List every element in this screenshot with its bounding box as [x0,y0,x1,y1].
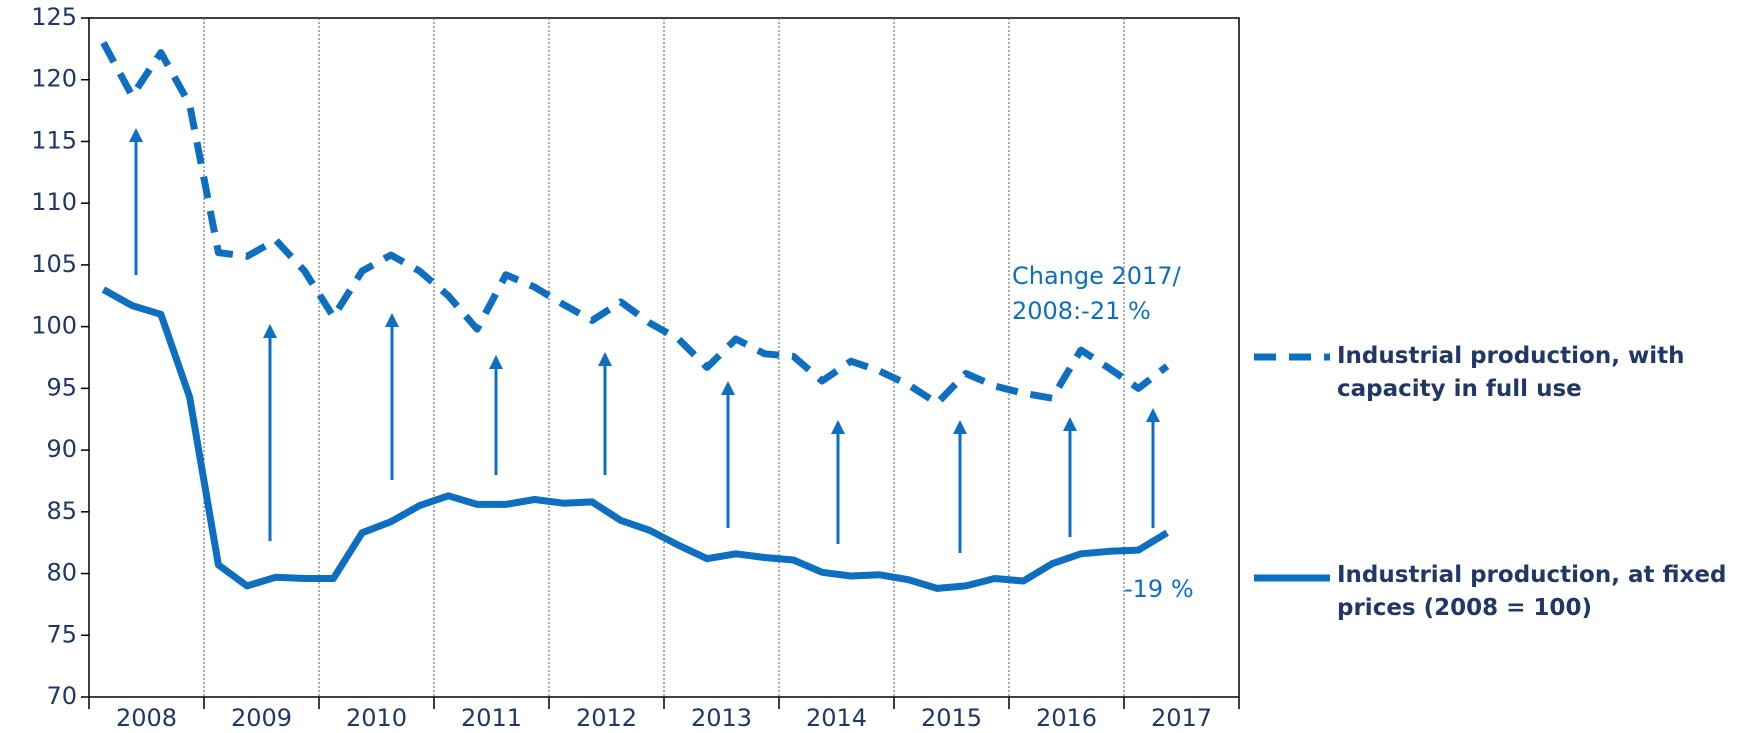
arrow-head [489,355,503,369]
annotation: Change 2017/ [1012,262,1182,290]
y-tick-label: 105 [31,250,77,278]
y-tick-label: 110 [31,188,77,216]
x-tick-label: 2017 [1151,704,1212,732]
x-tick-label: 2008 [116,704,177,732]
y-tick-label: 120 [31,65,77,93]
y-tick-label: 85 [46,497,77,525]
y-tick-label: 75 [46,620,77,648]
x-tick-label: 2010 [346,704,407,732]
x-tick-label: 2014 [806,704,867,732]
x-tick-label: 2013 [691,704,752,732]
arrow-head [263,324,277,338]
arrow-head [385,313,399,327]
arrow-head [1146,408,1160,422]
x-tick-label: 2016 [1036,704,1097,732]
annotation: -19 % [1124,575,1194,603]
annotation: 2008:-21 % [1012,297,1151,325]
series-line [101,286,1169,592]
y-tick-label: 100 [31,312,77,340]
arrow-head [598,352,612,366]
y-tick-label: 90 [46,435,77,463]
y-tick-label: 95 [46,373,77,401]
arrow-head [1063,417,1077,431]
y-tick-label: 115 [31,126,77,154]
x-tick-label: 2009 [231,704,292,732]
legend-label: Industrial production, with capacity in … [1337,343,1685,402]
arrow-head [721,381,735,395]
series-line [100,41,1170,407]
legend-label: Industrial production, at fixed prices (… [1337,562,1727,621]
x-tick-label: 2015 [921,704,982,732]
arrow-head [129,128,143,142]
y-tick-label: 70 [46,682,77,710]
y-tick-label: 80 [46,559,77,587]
arrow-head [831,420,845,434]
y-tick-label: 125 [31,3,77,31]
x-tick-label: 2011 [461,704,522,732]
arrow-head [953,420,967,434]
x-tick-label: 2012 [576,704,637,732]
